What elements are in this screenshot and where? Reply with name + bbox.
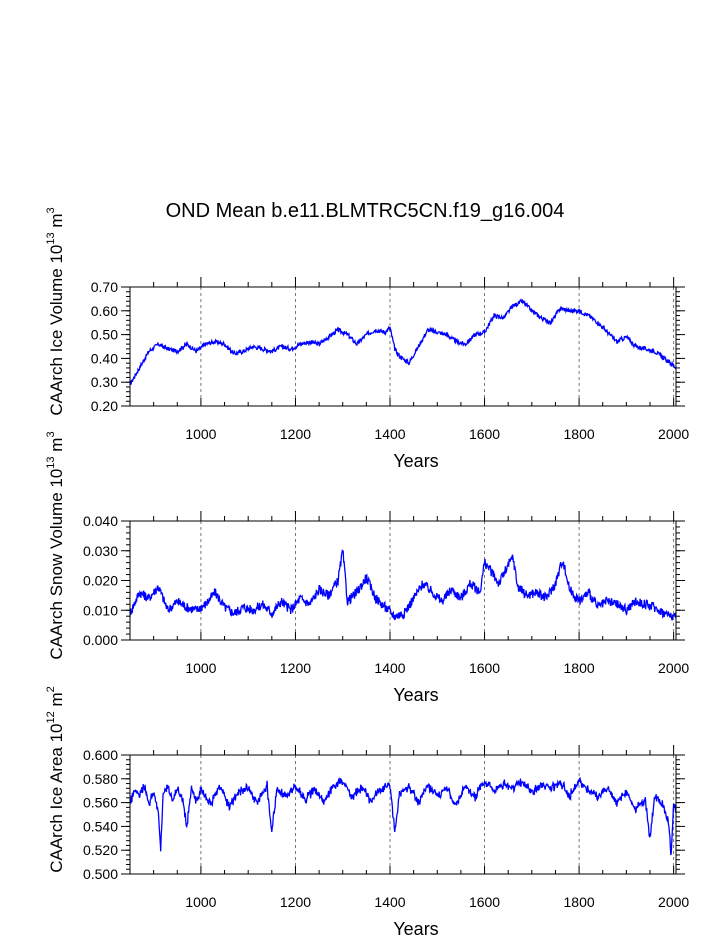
- x-axis-label: Years: [393, 451, 438, 471]
- x-tick-label: 1200: [280, 426, 311, 442]
- x-tick-label: 1000: [185, 660, 216, 676]
- y-tick-label: 0.60: [91, 303, 118, 319]
- x-tick-label: 1600: [469, 426, 500, 442]
- x-tick-label: 1800: [564, 894, 595, 910]
- y-tick-label: 0.560: [83, 795, 118, 811]
- x-tick-label: 1000: [185, 894, 216, 910]
- y-tick-label: 0.540: [83, 818, 118, 834]
- series-line-snow-volume: [129, 549, 677, 621]
- x-tick-label: 1400: [374, 426, 405, 442]
- panel-3: 1000 1200 1400 1600 1800 2000 0.500 0.520 0.540 0…: [45, 686, 689, 935]
- x-tick-label: 1200: [280, 660, 311, 676]
- y-tick-label: 0.040: [83, 513, 118, 529]
- x-tick-label: 1000: [185, 426, 216, 442]
- y-axis-label: CAArch Ice Volume 1013 m3: [45, 207, 66, 415]
- x-tick-label: 2000: [658, 426, 689, 442]
- y-axis-label: CAArch Ice Area 1012 m2: [45, 686, 66, 873]
- x-tick-label: 1600: [469, 894, 500, 910]
- x-axis-label: Years: [393, 919, 438, 935]
- y-tick-label: 0.030: [83, 543, 118, 559]
- y-tick-label: 0.40: [91, 350, 118, 366]
- y-tick-label: 0.20: [91, 398, 118, 414]
- y-tick-label: 0.010: [83, 602, 118, 618]
- series-line-ice-area: [129, 776, 677, 856]
- y-tick-label: 0.600: [83, 747, 118, 763]
- chart-title: OND Mean b.e11.BLMTRC5CN.f19_g16.004: [166, 200, 565, 222]
- x-tick-label: 1800: [564, 426, 595, 442]
- y-tick-label: 0.000: [83, 632, 118, 648]
- panel-2: 1000 1200 1400 1600 1800 2000 0.000 0.010 0.020 0…: [45, 431, 689, 705]
- x-tick-label: 1400: [374, 894, 405, 910]
- x-tick-label: 1400: [374, 660, 405, 676]
- y-tick-label: 0.020: [83, 573, 118, 589]
- x-tick-label: 2000: [658, 660, 689, 676]
- series-line-ice-volume: [129, 298, 677, 385]
- y-tick-label: 0.520: [83, 842, 118, 858]
- y-tick-label: 0.30: [91, 374, 118, 390]
- x-tick-label: 2000: [658, 894, 689, 910]
- y-tick-label: 0.580: [83, 771, 118, 787]
- x-tick-label: 1600: [469, 660, 500, 676]
- y-tick-label: 0.70: [91, 279, 118, 295]
- y-axis-label: CAArch Snow Volume 1013 m3: [45, 431, 66, 659]
- panel-1: 1000 1200 1400 1600 1800 2000 0.20 0.30 0.40 0.50…: [45, 207, 689, 471]
- x-axis-label: Years: [393, 685, 438, 705]
- plot-frame: [129, 754, 677, 875]
- y-tick-label: 0.500: [83, 866, 118, 882]
- plot-frame: [129, 520, 677, 641]
- y-tick-label: 0.50: [91, 327, 118, 343]
- plot-frame: [129, 286, 677, 407]
- x-tick-label: 1800: [564, 660, 595, 676]
- x-tick-label: 1200: [280, 894, 311, 910]
